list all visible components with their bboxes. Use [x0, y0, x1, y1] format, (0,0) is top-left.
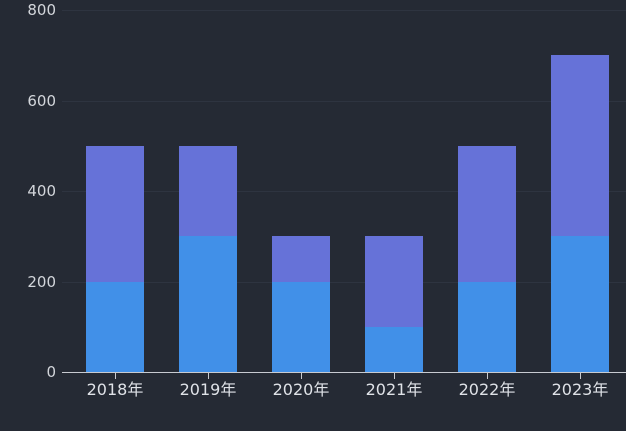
bar-2023-bottom-segment[interactable] — [551, 236, 609, 372]
x-tick-label-2020: 2020年 — [272, 380, 330, 399]
bar-2019-top-segment[interactable] — [179, 146, 237, 236]
gridline-200 — [62, 282, 626, 283]
y-tick-label-200: 200 — [27, 273, 56, 291]
x-axis-line — [62, 372, 626, 373]
y-tick-label-600: 600 — [27, 92, 56, 110]
bar-2022-top-segment[interactable] — [458, 146, 516, 282]
bar-2020-top-segment[interactable] — [272, 236, 330, 282]
bar-2021-top-segment[interactable] — [365, 236, 423, 327]
x-axis-tick-2019 — [208, 373, 209, 379]
bar-2018-top-segment[interactable] — [86, 146, 144, 282]
bar-2022-bottom-segment[interactable] — [458, 282, 516, 372]
x-axis-tick-2021 — [394, 373, 395, 379]
x-axis-tick-2020 — [301, 373, 302, 379]
bar-2018-bottom-segment[interactable] — [86, 282, 144, 372]
y-tick-label-800: 800 — [27, 1, 56, 19]
y-tick-label-0: 0 — [46, 363, 56, 381]
x-axis-tick-2023 — [580, 373, 581, 379]
bar-2021-bottom-segment[interactable] — [365, 327, 423, 372]
gridline-800 — [62, 10, 626, 11]
x-tick-label-2018: 2018年 — [86, 380, 144, 399]
y-tick-label-400: 400 — [27, 182, 56, 200]
x-axis-tick-2022 — [487, 373, 488, 379]
x-tick-label-2021: 2021年 — [365, 380, 423, 399]
bar-2020-bottom-segment[interactable] — [272, 282, 330, 372]
bar-2019-bottom-segment[interactable] — [179, 236, 237, 372]
bar-2023-top-segment[interactable] — [551, 55, 609, 236]
gridline-400 — [62, 191, 626, 192]
x-tick-label-2019: 2019年 — [179, 380, 237, 399]
x-tick-label-2022: 2022年 — [458, 380, 516, 399]
gridline-600 — [62, 101, 626, 102]
x-tick-label-2023: 2023年 — [551, 380, 609, 399]
x-axis-tick-2018 — [115, 373, 116, 379]
